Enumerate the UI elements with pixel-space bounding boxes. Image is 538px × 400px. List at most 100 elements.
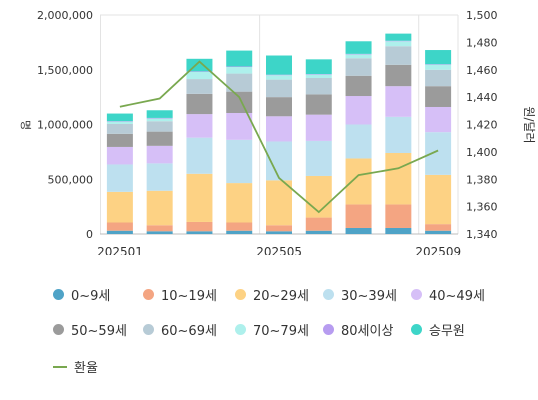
- chart-area: 0 500,000 1,000,000 1,500,000 2,000,000 1,340…: [19, 9, 536, 259]
- bar-segment-3-7: [385, 116, 412, 153]
- y-right-tick-label: 1,360: [466, 201, 498, 214]
- bar-segment-8-6: [345, 53, 372, 55]
- legend-label-5: 50~59세: [71, 324, 127, 339]
- y-left-tick-label: 1,500,000: [37, 64, 93, 77]
- bar-segment-0-5: [305, 230, 332, 234]
- legend-label-0: 0~9세: [71, 289, 111, 304]
- legend-label-2: 20~29세: [253, 289, 309, 304]
- bar-segment-8-8: [425, 64, 452, 65]
- legend-swatch-6: [143, 324, 154, 335]
- bar-segment-9-6: [345, 41, 372, 54]
- chart-svg: 0 500,000 1,000,000 1,500,000 2,000,000 1,340…: [19, 9, 536, 259]
- bar-segment-5-0: [106, 133, 133, 147]
- bar-segment-1-5: [305, 217, 332, 231]
- bar-segment-4-3: [226, 113, 253, 140]
- legend-item-line: 환율: [53, 357, 98, 376]
- bar-segment-5-3: [226, 91, 253, 114]
- bar-segment-9-8: [425, 50, 452, 65]
- y-left-tick-label: 500,000: [48, 173, 94, 186]
- y-right-tick-label: 1,380: [466, 173, 498, 186]
- bar-segment-2-5: [305, 175, 332, 218]
- legend-swatch-0: [53, 289, 64, 300]
- legend-swatch-2: [235, 289, 246, 300]
- legend-item-5: 50~59세: [53, 320, 127, 339]
- legend-swatch-3: [323, 289, 334, 300]
- x-tick-label: 202505: [256, 245, 302, 255]
- bar-segment-4-0: [106, 146, 133, 165]
- legend-swatch-8: [323, 324, 334, 335]
- bar-segment-7-4: [266, 75, 292, 80]
- bar-segment-9-4: [266, 55, 292, 75]
- bar-segment-5-7: [385, 64, 412, 87]
- bar-segment-0-1: [146, 231, 173, 234]
- y-right-tick-label: 1,440: [466, 91, 498, 104]
- bar-segment-9-0: [106, 113, 133, 122]
- bar-segment-7-8: [425, 64, 452, 70]
- bar-segment-0-4: [266, 231, 292, 234]
- bar-segment-0-3: [226, 230, 253, 234]
- bar-segment-9-5: [305, 59, 332, 75]
- bar-segment-4-7: [385, 86, 412, 117]
- bar-segment-1-7: [385, 204, 412, 228]
- legend-item-4: 40~49세: [411, 285, 485, 304]
- bar-segment-1-8: [425, 224, 452, 231]
- y-right-tick-label: 1,420: [466, 119, 498, 132]
- legend-label-3: 30~39세: [341, 289, 397, 304]
- bar-segment-6-4: [266, 79, 292, 98]
- y-right-tick-label: 1,340: [466, 228, 498, 241]
- bar-segment-4-2: [186, 114, 213, 138]
- legend-swatch-7: [235, 324, 246, 335]
- bar-segment-5-8: [425, 86, 452, 107]
- bar-segment-9-1: [146, 110, 173, 118]
- bar-segment-5-4: [266, 97, 292, 117]
- bar-segment-8-0: [106, 121, 133, 122]
- legend-swatch-line: [53, 365, 67, 368]
- bar-segment-1-2: [186, 221, 213, 232]
- bar-segment-3-0: [106, 164, 133, 192]
- legend-swatch-9: [411, 324, 422, 335]
- bar-segment-4-4: [266, 116, 292, 142]
- legend-swatch-5: [53, 324, 64, 335]
- bar-segment-0-8: [425, 230, 452, 234]
- bar-segment-1-6: [345, 204, 372, 228]
- bar-segment-6-6: [345, 58, 372, 76]
- legend-label-6: 60~69세: [161, 324, 217, 339]
- bar-segment-5-1: [146, 131, 173, 146]
- y-left-tick-label: 0: [86, 228, 93, 241]
- bar-segment-2-2: [186, 173, 213, 222]
- legend-item-3: 30~39세: [323, 285, 397, 304]
- y-left-axis-title: 명: [19, 120, 32, 130]
- bar-segment-6-1: [146, 121, 173, 132]
- bar-segment-3-6: [345, 124, 372, 159]
- bar-segment-2-4: [266, 180, 292, 226]
- legend-label-1: 10~19세: [161, 289, 217, 304]
- legend-item-0: 0~9세: [53, 285, 110, 304]
- bar-segment-7-5: [305, 74, 332, 78]
- bar-segment-8-1: [146, 117, 173, 119]
- bar-segment-7-2: [186, 71, 213, 80]
- legend-item-6: 60~69세: [143, 320, 217, 339]
- bar-segment-2-6: [345, 158, 372, 205]
- bar-segment-6-2: [186, 79, 213, 94]
- legend-swatch-4: [411, 289, 422, 300]
- bar-segment-7-3: [226, 67, 253, 74]
- bar-segment-7-0: [106, 121, 133, 124]
- bar-segment-2-8: [425, 174, 452, 225]
- legend-swatch-1: [143, 289, 154, 300]
- bar-segment-1-3: [226, 222, 253, 231]
- y-right-tick-label: 1,500: [466, 9, 498, 22]
- bar-segment-1-0: [106, 222, 133, 231]
- bar-segment-7-1: [146, 118, 173, 122]
- y-left-tick-label: 2,000,000: [37, 9, 93, 22]
- bar-segment-9-3: [226, 50, 253, 67]
- bar-segment-8-7: [385, 40, 412, 42]
- bar-segment-4-8: [425, 106, 452, 133]
- legend-label-9: 승무원: [429, 324, 465, 339]
- y-right-tick-label: 1,400: [466, 146, 498, 159]
- bar-segment-7-7: [385, 41, 412, 47]
- legend-item-7: 70~79세: [235, 320, 309, 339]
- bar-segment-7-6: [345, 54, 372, 59]
- legend-item-1: 10~19세: [143, 285, 217, 304]
- bar-segment-2-7: [385, 152, 412, 205]
- legend-label-8: 80세이상: [341, 324, 394, 339]
